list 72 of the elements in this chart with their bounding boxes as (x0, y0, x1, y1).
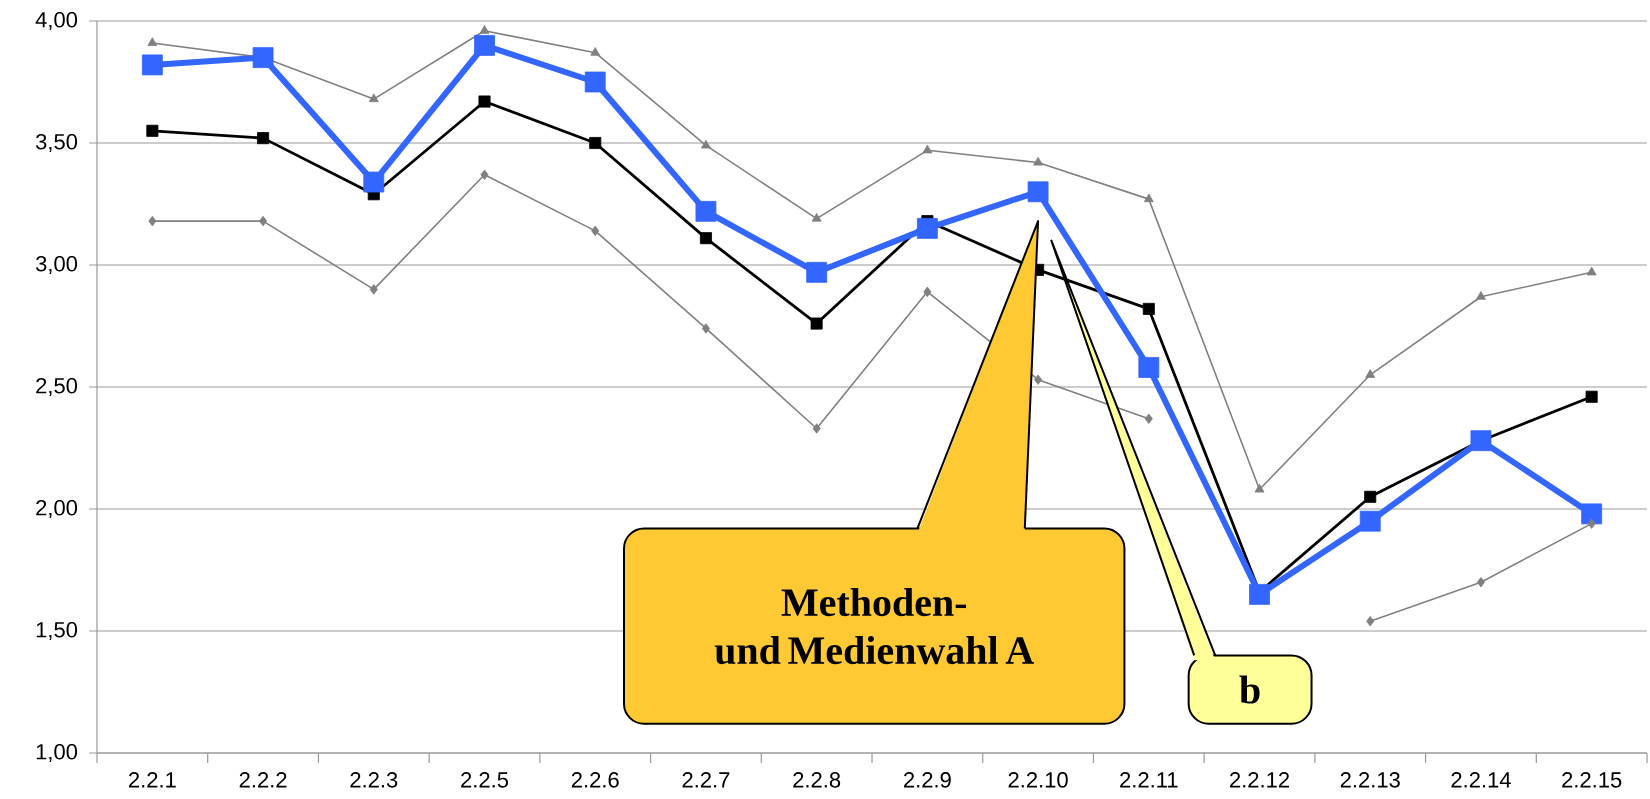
point (1587, 518, 1596, 529)
y-tick-label: 1,50 (36, 621, 78, 641)
point (1359, 510, 1381, 532)
point (590, 47, 601, 56)
point (810, 317, 823, 330)
point (363, 171, 385, 193)
point (1470, 430, 1492, 452)
point (368, 93, 379, 103)
point (146, 124, 159, 137)
x-tick-label: 2.2.10 (1008, 772, 1068, 788)
point (811, 213, 822, 222)
point (1142, 302, 1155, 315)
x-tick-label: 2.2.13 (1340, 772, 1400, 788)
point (1034, 374, 1043, 385)
point (812, 423, 821, 434)
point (1581, 503, 1603, 525)
y-tick-label: 2,50 (36, 377, 78, 397)
point (1027, 181, 1049, 203)
point (252, 47, 274, 68)
point (584, 71, 606, 93)
point (478, 95, 491, 108)
point (922, 144, 933, 154)
x-tick-label: 2.2.2 (239, 772, 287, 788)
point (147, 37, 158, 46)
annotation: b (1239, 675, 1260, 704)
point (1143, 193, 1154, 203)
point (591, 225, 600, 237)
point (1249, 584, 1270, 605)
point (1365, 369, 1376, 378)
x-tick-label: 2.2.9 (904, 772, 951, 788)
x-tick-label: 2.2.8 (793, 772, 841, 788)
y-tick-label: 2,00 (36, 499, 78, 519)
point (1138, 357, 1160, 378)
point (589, 137, 602, 150)
x-tick-label: 2.2.14 (1451, 772, 1511, 788)
point (701, 139, 711, 149)
y-tick-label: 1,00 (36, 743, 78, 763)
point (479, 25, 490, 34)
point (695, 200, 717, 222)
x-tick-label: 2.2.11 (1120, 772, 1178, 788)
point (1476, 291, 1486, 300)
point (916, 218, 938, 239)
point (701, 323, 710, 334)
point (1586, 266, 1597, 276)
point (480, 169, 489, 180)
point (699, 232, 712, 245)
x-tick-label: 2.2.12 (1230, 772, 1289, 788)
point (141, 54, 163, 76)
y-tick-label: 3,00 (35, 255, 78, 275)
point (1364, 490, 1377, 503)
x-tick-label: 2.2.1 (128, 772, 176, 788)
point (1366, 616, 1375, 627)
x-tick-label: 2.2.7 (682, 772, 730, 788)
point (923, 286, 932, 298)
point (259, 215, 268, 227)
point (806, 261, 828, 283)
point (1033, 156, 1043, 166)
x-tick-label: 2.2.3 (350, 772, 398, 788)
point (1144, 413, 1153, 424)
point (1585, 390, 1598, 403)
y-tick-label: 3,50 (35, 133, 78, 153)
annotation: Methoden- und Medienwahl A (714, 587, 1034, 665)
x-tick-label: 2.2.15 (1562, 772, 1622, 788)
x-tick-label: 2.2.5 (461, 772, 509, 788)
point (1254, 483, 1265, 493)
y-tick-label: 4,00 (35, 11, 78, 31)
x-tick-label: 2.2.6 (571, 772, 619, 788)
point (148, 215, 157, 227)
point (1476, 577, 1485, 588)
point (257, 132, 270, 145)
point (474, 35, 495, 56)
point (369, 284, 378, 295)
